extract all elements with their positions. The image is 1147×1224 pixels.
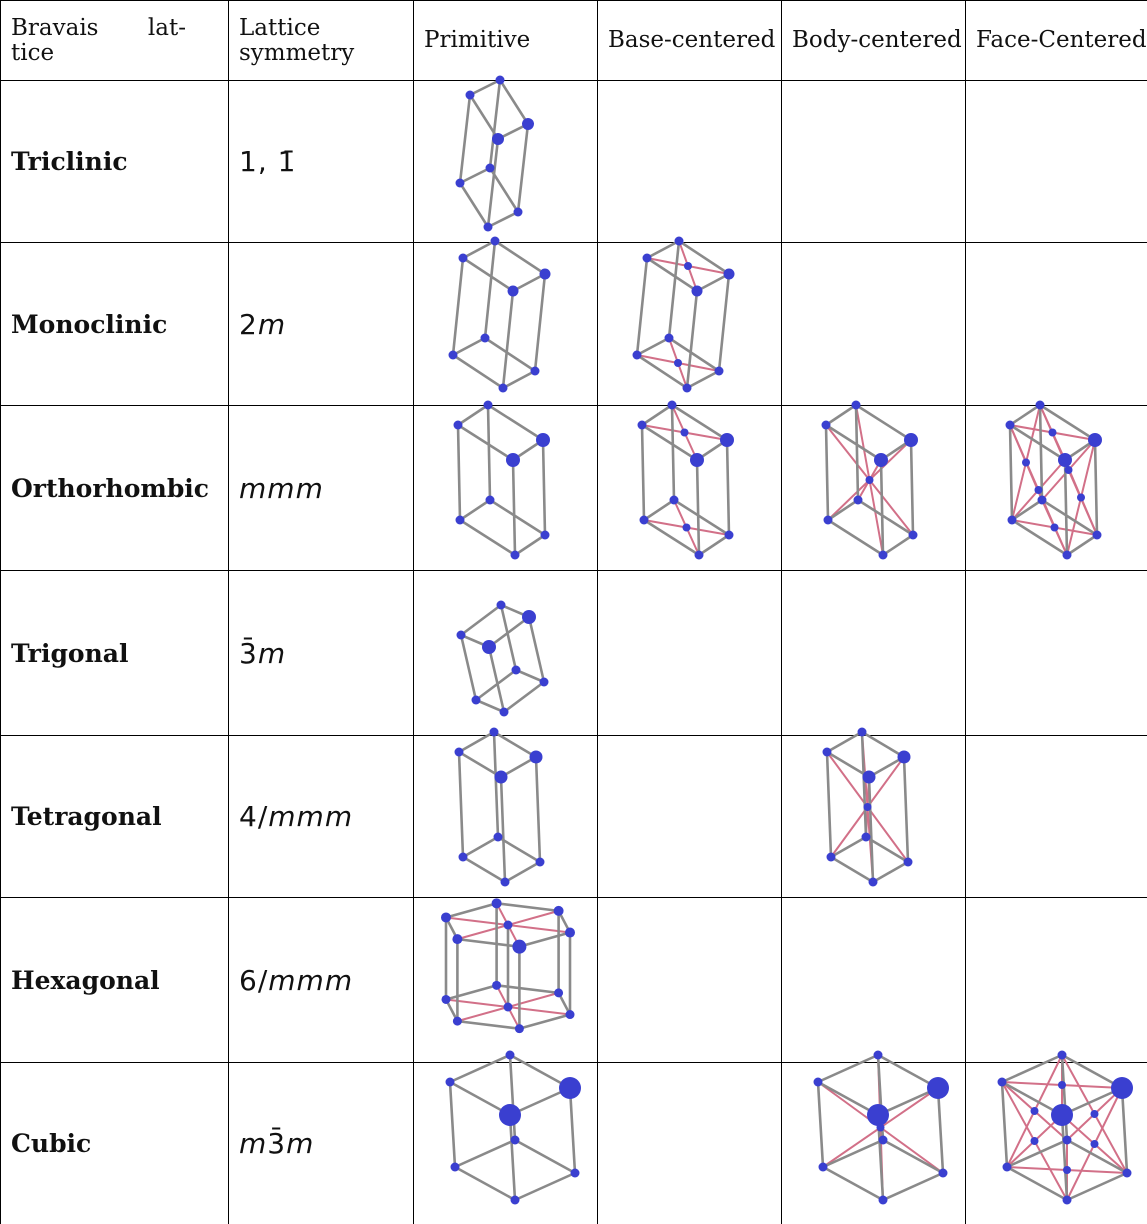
lattice-name: Tetragonal [0, 735, 229, 898]
image-cell [965, 242, 1147, 406]
image-cell [597, 570, 782, 736]
image-cell [781, 80, 966, 243]
lattice-name: Orthorhombic [0, 405, 229, 571]
lattice-name: Hexagonal [0, 897, 229, 1063]
image-cell [781, 570, 966, 736]
image-cell [413, 405, 598, 571]
image-cell [413, 242, 598, 406]
lattice-symmetry: 3̄m [228, 570, 414, 736]
lattice-symmetry: 1, 1̄ [228, 80, 414, 243]
image-cell [413, 897, 598, 1063]
image-cell [781, 897, 966, 1063]
image-cell [781, 1062, 966, 1224]
image-cell [965, 897, 1147, 1063]
image-cell [781, 242, 966, 406]
lattice-symmetry: 2m [228, 242, 414, 406]
image-cell [597, 405, 782, 571]
image-cell [965, 735, 1147, 898]
lattice-symmetry: 4/mmm [228, 735, 414, 898]
image-cell [781, 735, 966, 898]
image-cell [597, 735, 782, 898]
header-cell: Base-centered [597, 0, 782, 81]
lattice-name: Triclinic [0, 80, 229, 243]
header-cell: Bravais lat-tice [0, 0, 229, 81]
lattice-symmetry: mmm [228, 405, 414, 571]
table-row: Orthorhombic mmm [0, 405, 1147, 571]
image-cell [965, 1062, 1147, 1224]
image-cell [965, 405, 1147, 571]
header-cell: Face-Centered [965, 0, 1147, 81]
table-row: Monoclinic 2m [0, 242, 1147, 406]
image-cell [413, 1062, 598, 1224]
image-cell [965, 80, 1147, 243]
image-cell [413, 80, 598, 243]
lattice-name: Trigonal [0, 570, 229, 736]
image-cell [597, 80, 782, 243]
image-cell [413, 570, 598, 736]
lattice-name: Cubic [0, 1062, 229, 1224]
image-cell [413, 735, 598, 898]
lattice-symmetry: 6/mmm [228, 897, 414, 1063]
image-cell [965, 570, 1147, 736]
header-cell: Primitive [413, 0, 598, 81]
lattice-symmetry: m3̄m [228, 1062, 414, 1224]
header-cell: Lattice symmetry [228, 0, 414, 81]
image-cell [781, 405, 966, 571]
image-cell [597, 1062, 782, 1224]
header-cell: Body-centered [781, 0, 966, 81]
table-row: Hexagonal 6/mmm [0, 897, 1147, 1063]
image-cell [597, 897, 782, 1063]
header-text: Bravais lat-tice [11, 14, 186, 66]
image-cell [597, 242, 782, 406]
table-row: Tetragonal 4/mmm [0, 735, 1147, 898]
header-row: Bravais lat-tice Lattice symmetry Primit… [0, 0, 1147, 81]
lattice-name: Monoclinic [0, 242, 229, 406]
